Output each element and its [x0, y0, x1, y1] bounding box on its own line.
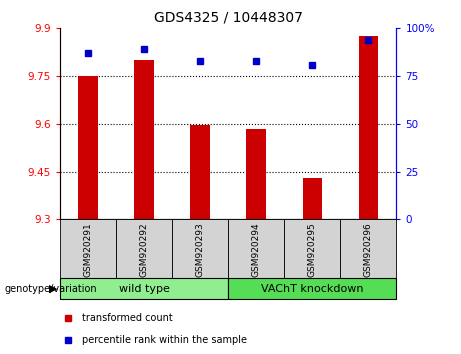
Text: transformed count: transformed count: [82, 313, 173, 323]
Text: GSM920292: GSM920292: [140, 222, 148, 277]
Text: ▶: ▶: [49, 284, 58, 293]
Title: GDS4325 / 10448307: GDS4325 / 10448307: [154, 10, 302, 24]
Bar: [228, 219, 284, 278]
Text: VAChT knockdown: VAChT knockdown: [261, 284, 364, 293]
Text: GSM920294: GSM920294: [252, 222, 261, 277]
Bar: [116, 219, 172, 278]
Text: percentile rank within the sample: percentile rank within the sample: [82, 335, 247, 345]
Bar: [190, 126, 210, 219]
Bar: [284, 219, 340, 278]
Bar: [228, 278, 396, 299]
Text: GSM920291: GSM920291: [83, 222, 93, 277]
Bar: [302, 178, 322, 219]
Bar: [247, 129, 266, 219]
Bar: [359, 36, 378, 219]
Bar: [134, 60, 154, 219]
Bar: [60, 278, 228, 299]
Text: GSM920295: GSM920295: [308, 222, 317, 277]
Bar: [340, 219, 396, 278]
Bar: [60, 219, 116, 278]
Text: wild type: wild type: [118, 284, 170, 293]
Bar: [78, 76, 98, 219]
Text: GSM920293: GSM920293: [195, 222, 205, 277]
Text: GSM920296: GSM920296: [364, 222, 373, 277]
Text: genotype/variation: genotype/variation: [5, 284, 97, 293]
Bar: [172, 219, 228, 278]
